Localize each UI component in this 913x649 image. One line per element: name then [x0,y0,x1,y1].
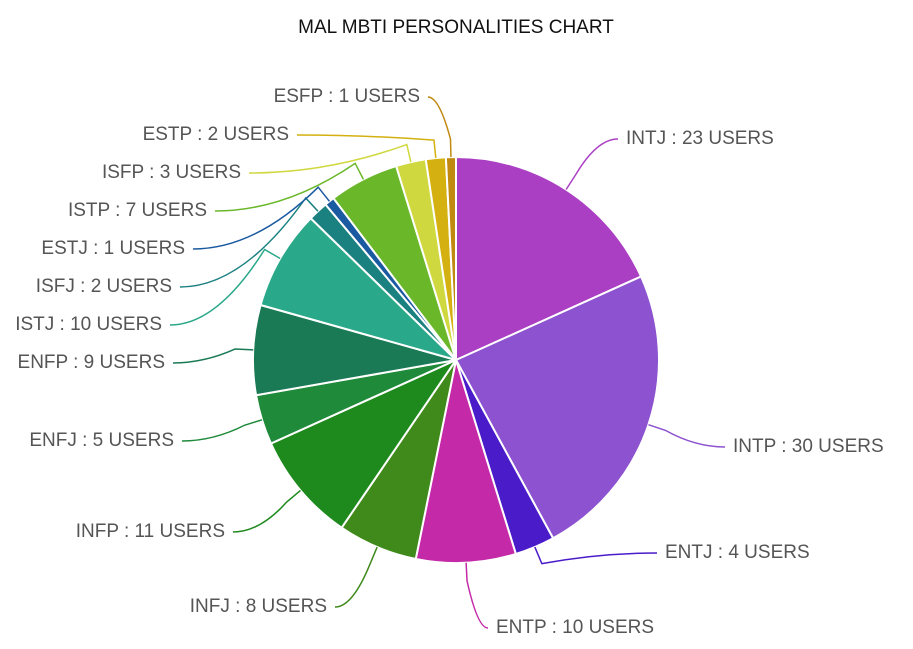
leader-line [648,423,726,448]
leader-line [465,562,489,629]
data-label: INFP : 11 USERS [76,521,225,542]
data-label: ISFP : 3 USERS [102,162,241,183]
data-label: ESFP : 1 USERS [274,86,420,107]
leader-line [179,196,319,288]
leader-line [427,96,452,158]
leader-line [296,134,437,159]
data-label: ISTJ : 10 USERS [15,314,162,335]
data-label: ENTJ : 4 USERS [665,542,810,563]
data-label: INTP : 30 USERS [733,436,884,457]
leader-line [172,348,254,364]
leader-line [534,546,658,565]
data-label: ENTP : 10 USERS [496,617,654,638]
data-label: ESTJ : 1 USERS [41,238,185,259]
pie-slice [414,359,518,564]
data-label: ISFJ : 2 USERS [36,276,172,297]
leader-line [214,162,365,212]
data-label: INTJ : 23 USERS [626,128,774,149]
chart-title: MAL MBTI PERSONALITIES CHART [298,17,614,38]
leader-line [334,546,378,608]
data-label: ISTP : 7 USERS [68,200,207,221]
data-label: ESTP : 2 USERS [143,124,289,145]
data-label: ENFP : 9 USERS [18,352,165,373]
leader-line [565,138,619,190]
leader-line [232,489,301,533]
leader-line [248,143,412,174]
pie-slice [259,216,457,361]
leader-line [169,248,281,326]
leader-line [181,419,263,442]
data-label: ENFJ : 5 USERS [29,430,174,451]
data-label: INFJ : 8 USERS [190,596,327,617]
leader-line [192,186,331,250]
